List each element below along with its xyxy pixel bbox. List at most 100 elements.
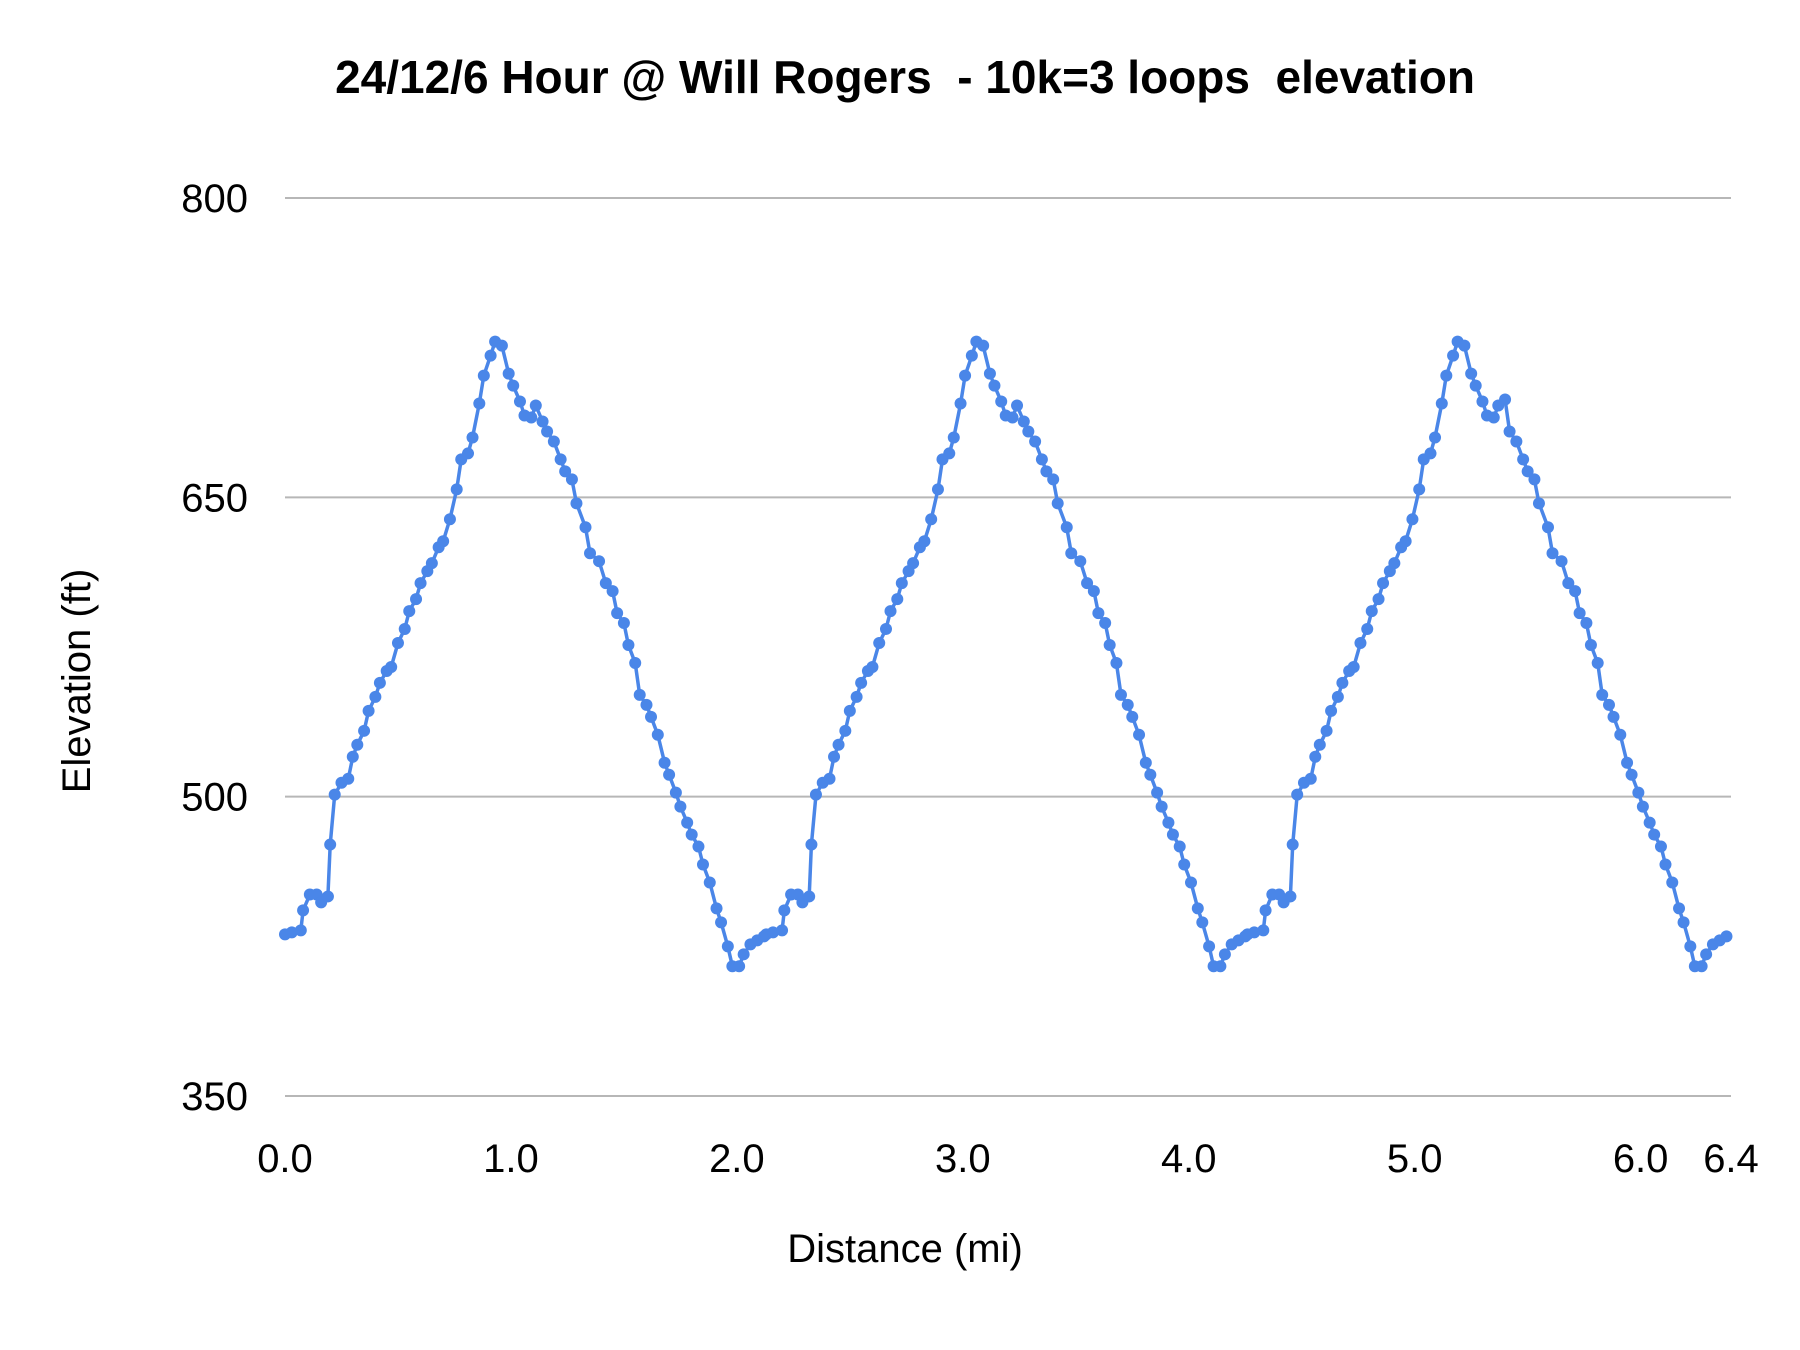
data-point <box>1562 577 1575 590</box>
x-tick-label: 2.0 <box>709 1137 765 1181</box>
data-point <box>1313 738 1326 751</box>
data-point <box>1503 425 1516 438</box>
data-point <box>1654 840 1667 853</box>
data-point <box>640 698 653 711</box>
data-point <box>1320 724 1333 737</box>
data-point <box>398 623 411 636</box>
data-point <box>1695 960 1708 973</box>
data-point <box>1114 688 1127 701</box>
data-point <box>681 816 694 829</box>
data-point <box>776 924 789 937</box>
data-point <box>529 399 542 412</box>
data-point <box>1196 916 1209 929</box>
data-point <box>285 926 298 939</box>
data-point <box>918 535 931 548</box>
data-point <box>1677 916 1690 929</box>
data-point <box>823 772 836 785</box>
data-point <box>617 617 630 630</box>
data-point <box>1510 435 1523 448</box>
data-point <box>1476 395 1489 408</box>
data-point <box>1388 557 1401 570</box>
data-point <box>1286 838 1299 851</box>
data-point <box>611 607 624 620</box>
data-point <box>1458 339 1471 352</box>
x-tick-label: 3.0 <box>935 1137 991 1181</box>
data-point <box>1011 399 1024 412</box>
data-point <box>1035 453 1048 466</box>
data-point <box>622 639 635 652</box>
data-point <box>579 521 592 534</box>
data-point <box>873 637 886 650</box>
data-point <box>450 483 463 496</box>
data-point <box>1440 369 1453 382</box>
data-point <box>1399 535 1412 548</box>
data-point <box>1720 930 1733 943</box>
data-point <box>1596 688 1609 701</box>
data-point <box>1673 902 1686 915</box>
data-point <box>879 623 892 636</box>
data-point <box>1465 367 1478 380</box>
data-point <box>943 447 956 460</box>
data-point <box>584 547 597 560</box>
data-point <box>1429 431 1442 444</box>
data-point <box>891 593 904 606</box>
data-point <box>1361 623 1374 636</box>
data-point <box>324 838 337 851</box>
data-point <box>1166 828 1179 841</box>
data-point <box>983 367 996 380</box>
data-point <box>1632 786 1645 799</box>
data-point <box>1060 521 1073 534</box>
data-point <box>1413 483 1426 496</box>
data-point <box>358 724 371 737</box>
x-tick-label: 1.0 <box>483 1137 539 1181</box>
data-point <box>1580 617 1593 630</box>
y-axis-title: Elevation (ft) <box>55 569 99 794</box>
data-point <box>715 916 728 929</box>
data-point <box>462 447 475 460</box>
data-point <box>559 465 572 478</box>
data-point <box>1528 473 1541 486</box>
data-point <box>1347 660 1360 673</box>
data-point <box>351 738 364 751</box>
data-point <box>629 656 642 669</box>
data-point <box>1643 816 1656 829</box>
gridlines <box>285 197 1731 1097</box>
data-point <box>1584 639 1597 652</box>
data-point <box>1047 473 1060 486</box>
data-point <box>1155 800 1168 813</box>
data-point <box>1541 521 1554 534</box>
data-point <box>1602 698 1615 711</box>
data-point <box>633 688 646 701</box>
data-point <box>1178 858 1191 871</box>
data-point <box>1354 637 1367 650</box>
x-tick-label: 5.0 <box>1387 1137 1443 1181</box>
data-point <box>1006 411 1019 424</box>
data-point <box>850 690 863 703</box>
data-point <box>832 738 845 751</box>
data-point <box>342 772 355 785</box>
data-point <box>570 497 583 510</box>
data-point <box>803 890 816 903</box>
data-point <box>674 800 687 813</box>
x-tick-label: 6.0 <box>1613 1137 1669 1181</box>
data-point <box>599 577 612 590</box>
data-point <box>895 577 908 590</box>
chart-title: 24/12/6 Hour @ Will Rogers - 10k=3 loops… <box>335 51 1475 103</box>
data-point <box>1607 710 1620 723</box>
data-point <box>437 535 450 548</box>
elevation-series <box>279 335 1733 973</box>
data-point <box>658 756 671 769</box>
data-point <box>1144 768 1157 781</box>
data-point <box>593 555 606 568</box>
y-tick-label: 500 <box>181 776 248 820</box>
x-axis-ticks: 0.0 1.0 2.0 3.0 4.0 5.0 6.0 6.4 <box>257 1137 1759 1181</box>
data-point <box>1218 948 1231 961</box>
data-point <box>1435 397 1448 410</box>
data-point <box>663 768 676 781</box>
data-point <box>839 724 852 737</box>
data-point <box>1203 940 1216 953</box>
data-point <box>737 948 750 961</box>
data-point <box>954 397 967 410</box>
data-point <box>1517 453 1530 466</box>
